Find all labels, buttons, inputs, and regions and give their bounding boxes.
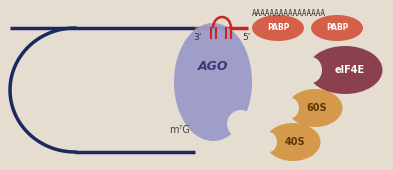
Ellipse shape	[311, 15, 363, 41]
Ellipse shape	[174, 23, 252, 141]
Text: PABP: PABP	[326, 23, 348, 32]
Text: 3’: 3’	[194, 32, 202, 41]
Ellipse shape	[227, 110, 255, 138]
Ellipse shape	[283, 98, 299, 118]
Ellipse shape	[266, 123, 321, 161]
Text: AAAAAAAAAAAAAAAA: AAAAAAAAAAAAAAAA	[252, 10, 326, 19]
Ellipse shape	[288, 89, 343, 127]
Text: eIF4E: eIF4E	[335, 65, 365, 75]
Ellipse shape	[252, 15, 304, 41]
Text: 60S: 60S	[307, 103, 327, 113]
Text: 40S: 40S	[285, 137, 305, 147]
Text: m⁷G: m⁷G	[169, 125, 191, 135]
Text: PABP: PABP	[267, 23, 289, 32]
Text: 5’: 5’	[243, 32, 251, 41]
Ellipse shape	[300, 57, 322, 83]
Ellipse shape	[261, 132, 277, 152]
Ellipse shape	[307, 46, 382, 94]
Text: AGO: AGO	[198, 61, 228, 73]
